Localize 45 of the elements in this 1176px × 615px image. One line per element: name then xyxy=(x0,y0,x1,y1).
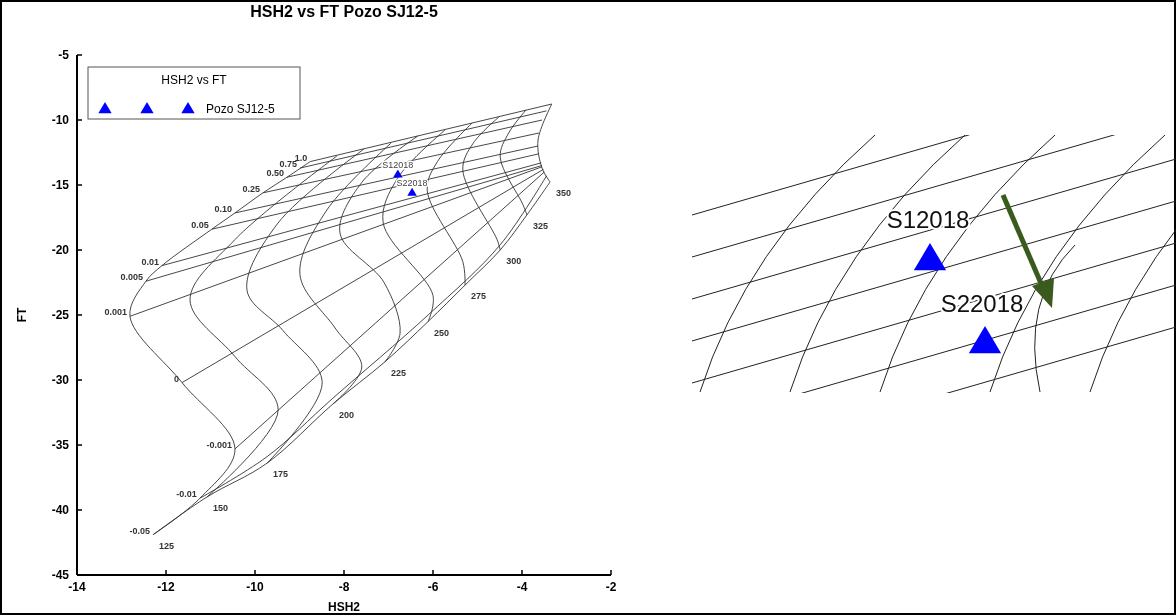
series-label: 225 xyxy=(390,367,406,378)
y-tick-label: -15 xyxy=(51,178,70,192)
y-tick-label: -35 xyxy=(51,438,70,452)
series-label: 250 xyxy=(434,327,450,338)
chart-title: HSH2 vs FT Pozo SJ12-5 xyxy=(250,3,438,20)
series-label: 0.001 xyxy=(104,307,127,318)
x-tick-label: -10 xyxy=(246,580,264,594)
series-label: 150 xyxy=(212,503,228,513)
series-label: 0.75 xyxy=(279,159,297,170)
series-label: 0.05 xyxy=(191,220,209,231)
y-tick-label: -10 xyxy=(51,113,70,127)
series-label: 0.50 xyxy=(266,168,285,179)
series-label: -0.05 xyxy=(129,525,151,536)
series-label: 350 xyxy=(556,188,572,199)
y-tick-label: -40 xyxy=(51,503,70,517)
x-tick-label: -12 xyxy=(157,580,175,594)
series-label: 125 xyxy=(159,540,175,551)
x-tick-label: -4 xyxy=(516,580,528,594)
text: S12018 xyxy=(886,206,970,233)
series-label: 0.005 xyxy=(120,272,143,283)
x-axis-title: HSH2 xyxy=(327,600,361,614)
y-tick-label: -30 xyxy=(51,373,70,387)
series-label: 325 xyxy=(532,220,548,231)
legend-title: HSH2 vs FT xyxy=(161,73,228,87)
series-label: 275 xyxy=(471,291,487,302)
y-axis-title: FT xyxy=(15,307,29,323)
y-tick-label: -5 xyxy=(58,48,70,62)
x-tick-label: -8 xyxy=(338,580,350,594)
y-tick-label: -45 xyxy=(51,568,70,582)
series-label: 300 xyxy=(506,256,522,266)
x-tick-label: -14 xyxy=(68,580,86,594)
x-tick-label: -2 xyxy=(605,580,617,594)
series-label: 0.25 xyxy=(242,183,261,194)
y-tick-label: -25 xyxy=(51,308,70,322)
series-label: 0.10 xyxy=(214,203,232,214)
y-tick-label: -20 xyxy=(51,243,70,257)
x-tick-label: -6 xyxy=(427,580,439,594)
series-label: 200 xyxy=(338,410,354,421)
series-label: -0.001 xyxy=(206,439,232,450)
series-label: 0.01 xyxy=(141,256,159,267)
series-label: -0.01 xyxy=(176,489,197,500)
series-label: 0 xyxy=(174,373,180,384)
legend-label: Pozo SJ12-5 xyxy=(206,102,276,116)
series-label: 1.0 xyxy=(294,152,308,163)
series-label: 175 xyxy=(273,469,289,480)
